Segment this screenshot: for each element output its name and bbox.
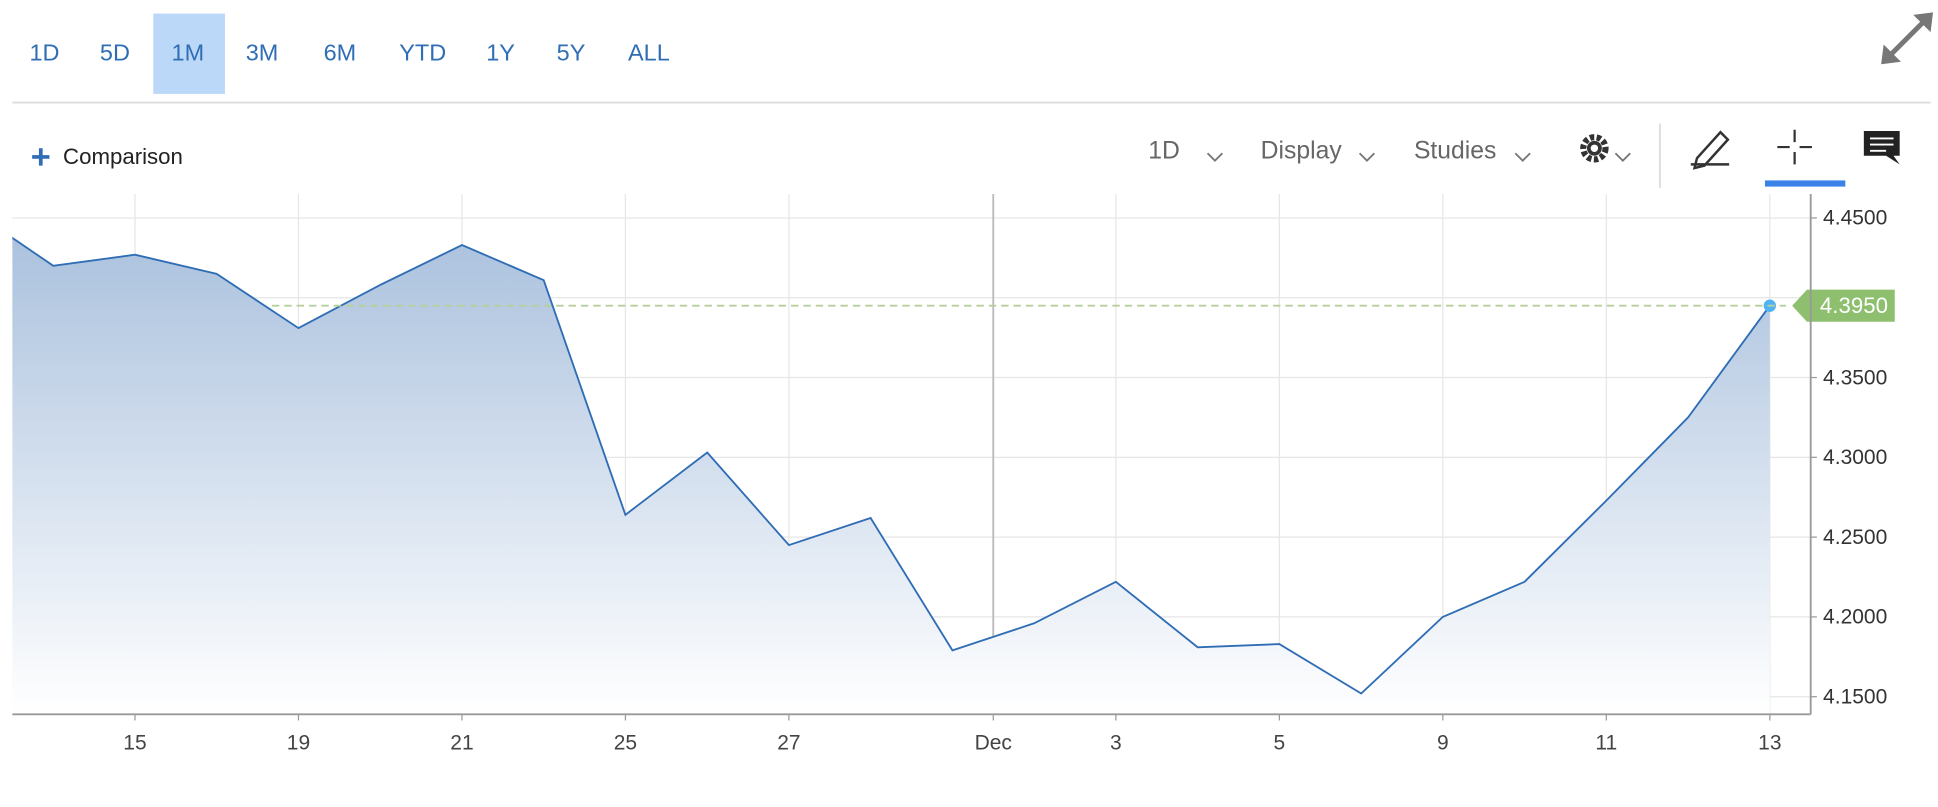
display-menu[interactable]: Display xyxy=(1261,138,1376,165)
active-highlight xyxy=(153,13,225,94)
range-label: YTD xyxy=(399,40,446,66)
range-button[interactable]: 5D xyxy=(100,40,130,66)
expand-button[interactable] xyxy=(1881,12,1934,65)
interval-menu[interactable]: 1D xyxy=(1148,138,1224,165)
range-label: 6M xyxy=(324,40,357,66)
range-label: 5D xyxy=(100,40,130,66)
x-tick-label: 9 xyxy=(1437,731,1449,754)
x-tick-label: 27 xyxy=(777,731,800,754)
range-label: 1M xyxy=(172,40,205,66)
range-label: ALL xyxy=(628,40,670,66)
range-label: 3M xyxy=(246,40,279,66)
area-fill xyxy=(12,237,1770,715)
y-tick-label: 4.2000 xyxy=(1823,606,1887,629)
y-tick-label: 4.4500 xyxy=(1823,207,1887,230)
comparison-button[interactable]: Comparison xyxy=(32,144,183,169)
y-tick-label: 4.3500 xyxy=(1823,366,1887,389)
y-tick-label: 4.2500 xyxy=(1823,526,1887,549)
range-bar: 1D 5D 1M 3M 6M YTD 1Y 5Y ALL xyxy=(29,13,670,94)
x-tick-label: 11 xyxy=(1595,731,1617,754)
studies-label: Studies xyxy=(1414,138,1496,165)
display-label: Display xyxy=(1261,138,1343,165)
x-tick-label: 25 xyxy=(614,731,637,754)
plot-area: 4.45004.40004.35004.30004.25004.20004.15… xyxy=(12,194,1895,754)
range-label: 5Y xyxy=(557,40,586,66)
comment-button[interactable] xyxy=(1863,130,1900,165)
range-button[interactable]: YTD xyxy=(399,40,446,66)
price-tag-label: 4.3950 xyxy=(1820,293,1888,318)
range-button[interactable]: 1Y xyxy=(486,40,515,66)
draw-button[interactable] xyxy=(1690,130,1730,170)
range-button[interactable]: ALL xyxy=(628,40,670,66)
series xyxy=(12,236,1771,715)
y-tick-label: 4.1500 xyxy=(1823,685,1887,708)
crosshair-button[interactable] xyxy=(1764,129,1846,187)
y-tick-label: 4.3000 xyxy=(1823,446,1887,469)
settings-button[interactable] xyxy=(1580,134,1631,163)
x-tick-label: Dec xyxy=(975,731,1012,754)
price-tag xyxy=(1792,289,1895,322)
range-button[interactable]: 1M xyxy=(153,13,225,94)
x-tick-label: 15 xyxy=(123,731,146,754)
x-tick-label: 5 xyxy=(1274,731,1286,754)
comparison-label: Comparison xyxy=(63,144,183,169)
range-button[interactable]: 6M xyxy=(324,40,357,66)
price-line xyxy=(12,236,1771,695)
range-button[interactable]: 3M xyxy=(246,40,279,66)
x-tick-label: 21 xyxy=(450,731,473,754)
x-tick-label: 13 xyxy=(1758,731,1781,754)
range-label: 1Y xyxy=(486,40,515,66)
range-button[interactable]: 5Y xyxy=(557,40,586,66)
interval-label: 1D xyxy=(1148,138,1180,165)
x-tick-label: 3 xyxy=(1110,731,1122,754)
studies-menu[interactable]: Studies xyxy=(1414,138,1531,165)
range-button[interactable]: 1D xyxy=(29,40,59,66)
x-tick-label: 19 xyxy=(287,731,310,754)
range-label: 1D xyxy=(29,40,59,66)
